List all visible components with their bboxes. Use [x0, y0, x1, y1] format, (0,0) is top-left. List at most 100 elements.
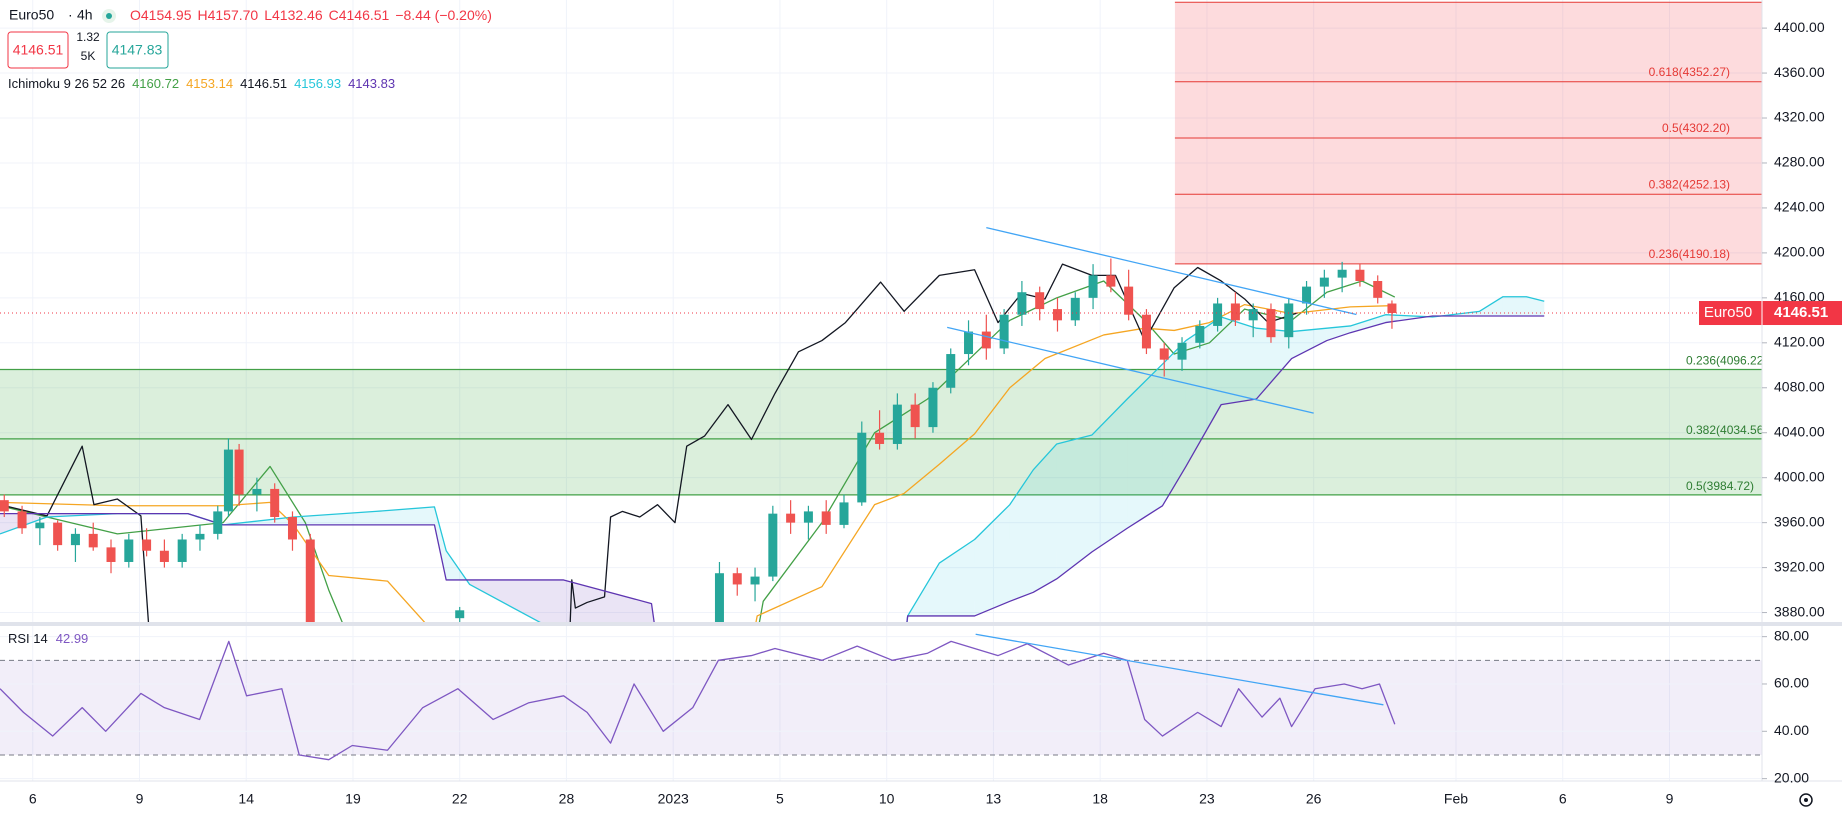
candle-body [981, 331, 991, 349]
cloud-segment [293, 511, 376, 525]
candle-body [234, 449, 244, 495]
candle-body [946, 354, 956, 388]
x-tick-label: 22 [452, 791, 468, 807]
candle-body [1266, 309, 1276, 338]
candle-body [223, 449, 233, 512]
symbol: Euro50 [9, 7, 54, 23]
rsi-band [0, 660, 1762, 755]
candle-body [287, 517, 297, 540]
spread: 1.32 [76, 30, 100, 44]
candle-body [999, 314, 1009, 349]
candle-body [803, 511, 813, 523]
volume: 5K [81, 49, 96, 63]
candle-body [106, 547, 116, 562]
candle-body [252, 488, 262, 495]
support-label: 0.236(4096.22) [1686, 354, 1767, 368]
rsi-tick-label: 40.00 [1774, 722, 1809, 738]
rsi-reading: 42.99 [56, 631, 89, 646]
candle-body [1017, 292, 1027, 315]
candle-body [928, 387, 938, 428]
sell-button[interactable] [7, 31, 69, 69]
candle-body [875, 432, 885, 444]
candle-body [17, 511, 27, 529]
candle-body [1106, 275, 1116, 287]
settings-icon[interactable] [1799, 793, 1813, 807]
price-pane: 0.236(4096.22) 0.382(4034.56) 0.5(3984.72)… [0, 0, 1767, 622]
candle-body [768, 513, 778, 577]
trendline [947, 326, 1314, 414]
target-label: 0.382(4252.13) [1649, 177, 1730, 191]
ichimoku-reading: 4156.93 [294, 76, 341, 91]
candle-body [910, 404, 920, 428]
candle-body [270, 488, 280, 518]
settings-gear-center[interactable] [1804, 798, 1808, 802]
x-tick-label: 13 [986, 791, 1002, 807]
separator: · [68, 7, 73, 23]
buy-button[interactable] [106, 31, 169, 69]
candle-body [142, 539, 152, 551]
target-label: 0.236(4190.18) [1649, 247, 1730, 261]
ohlc-readout: O4154.95 H4157.70 L4132.46 C4146.51 −8.44 (−… [130, 7, 492, 23]
x-tick-label: Feb [1444, 791, 1468, 807]
candle-body [892, 404, 902, 444]
candle-body [1177, 342, 1187, 360]
ohlc-value: −8.44 (−0.20%) [395, 7, 492, 23]
x-tick-label: 2023 [658, 791, 689, 807]
candle-body [1319, 277, 1329, 287]
candle-body [305, 539, 315, 622]
ichimoku-reading: 4153.14 [186, 76, 233, 91]
y-tick-label: 4280.00 [1774, 154, 1825, 170]
ohlc-value: C4146.51 [329, 7, 390, 23]
candle-body [1088, 275, 1098, 298]
candle-body [1213, 303, 1223, 326]
x-tick-label: 6 [29, 791, 37, 807]
y-tick-label: 3880.00 [1774, 603, 1825, 619]
buy-price[interactable]: 4147.83 [112, 42, 163, 58]
candle-body [1124, 286, 1134, 315]
cloud-segment [1291, 328, 1327, 359]
target-zone [1174, 2, 1762, 264]
y-tick-label: 4240.00 [1774, 199, 1825, 215]
x-tick-label: 6 [1559, 791, 1567, 807]
candle-body [195, 533, 205, 540]
candle-body [88, 533, 98, 548]
x-tick-label: 9 [1666, 791, 1674, 807]
ohlc-value: O4154.95 [130, 7, 192, 23]
rsi-trendline [975, 633, 1384, 706]
rsi-tick-label: 60.00 [1774, 675, 1809, 691]
interval: 4h [77, 7, 93, 23]
settings-gear[interactable] [1799, 793, 1813, 807]
candle-body [177, 539, 187, 562]
y-tick-label: 4000.00 [1774, 468, 1825, 484]
target-label: 0.618(4352.27) [1649, 65, 1730, 79]
candle-body [857, 432, 867, 503]
candle-body [732, 573, 742, 585]
cloud-segment [939, 539, 975, 616]
legend: Euro50 · 4h O4154.95 H4157.70 L4132.46 C414… [7, 7, 1813, 807]
x-tick-label: 19 [345, 791, 361, 807]
y-tick-label: 4160.00 [1774, 289, 1825, 305]
candle-body [750, 576, 760, 585]
rsi-pane [0, 626, 1762, 781]
x-tick-label: 18 [1092, 791, 1108, 807]
sell-price[interactable]: 4146.51 [13, 42, 64, 58]
status-dot [106, 13, 112, 19]
x-tick-label: 14 [238, 791, 254, 807]
candle-body [35, 522, 45, 529]
y-tick-label: 4120.00 [1774, 334, 1825, 350]
y-tick-label: 4200.00 [1774, 244, 1825, 260]
rsi-label: RSI 14 [8, 631, 48, 646]
candle-body [786, 513, 796, 523]
cloud-segment [1127, 364, 1163, 529]
ichimoku-legend: Ichimoku 9 26 52 26 4160.72 4153.14 4146.51… [8, 76, 395, 91]
rsi-legend: RSI 14 42.99 [8, 631, 88, 646]
candle-body [455, 610, 465, 619]
candle-body [964, 331, 974, 355]
candle-body [1355, 269, 1365, 281]
cloud-segment [1256, 328, 1292, 400]
cloud-segment [1033, 443, 1057, 593]
cloud-segment [1502, 296, 1527, 317]
cloud-segment [1091, 399, 1128, 552]
